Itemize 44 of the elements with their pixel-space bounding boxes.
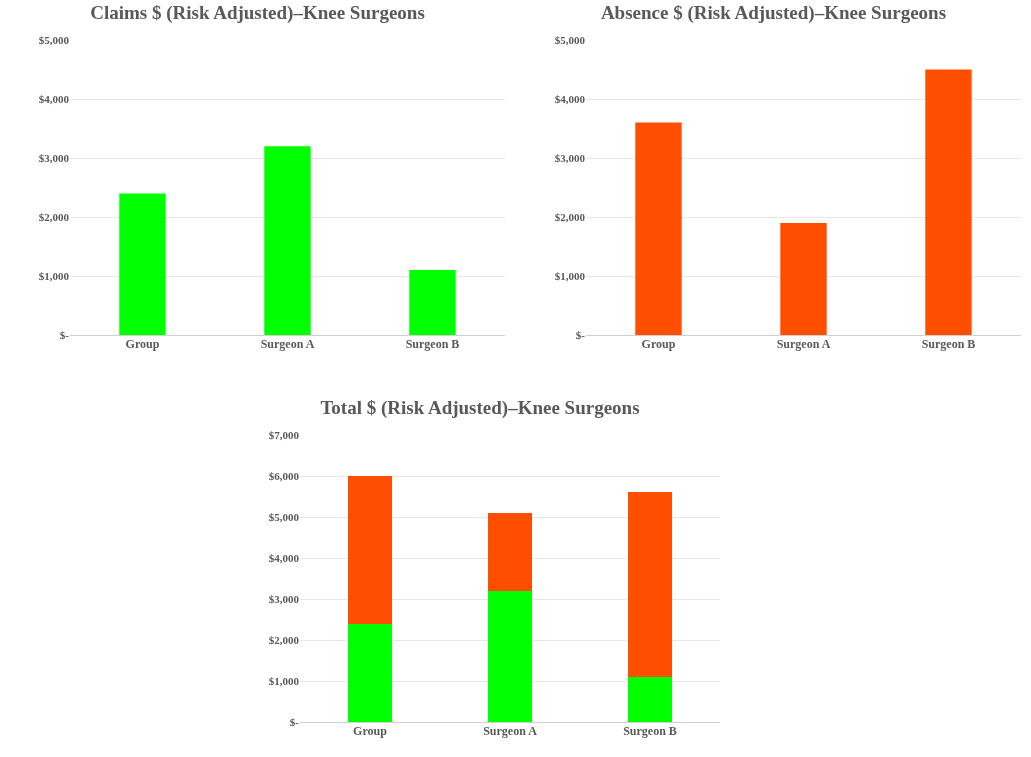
y-tick-label: $5,000: [38, 33, 70, 46]
y-tick-label: $1,000: [554, 269, 586, 282]
y-tick-label: $4,000: [554, 92, 586, 105]
y-tick-label: $3,000: [38, 151, 70, 164]
bar: [347, 623, 393, 722]
bar: [627, 492, 673, 677]
x-tick-label: Group: [353, 724, 388, 738]
y-tick-label: $2,000: [38, 210, 70, 223]
y-tick-label: $5,000: [268, 510, 300, 523]
y-tick-label: $4,000: [38, 92, 70, 105]
bar: [925, 69, 972, 335]
y-tick-label: $4,000: [268, 551, 300, 564]
x-tick-label: Group: [125, 337, 160, 351]
x-tick-label: Surgeon B: [405, 337, 460, 351]
bar: [264, 146, 311, 335]
chart-title: Absence $ (Risk Adjusted)–Knee Surgeons: [600, 1, 947, 24]
y-tick-label: $-: [59, 328, 70, 341]
bar: [119, 193, 166, 335]
y-tick-label: $1,000: [268, 674, 300, 687]
bar: [635, 122, 682, 335]
y-tick-label: $6,000: [268, 469, 300, 482]
bar: [780, 222, 827, 335]
y-tick-label: $-: [575, 328, 586, 341]
y-tick-label: $5,000: [554, 33, 586, 46]
y-tick-label: $7,000: [268, 428, 300, 441]
y-tick-label: $2,000: [554, 210, 586, 223]
x-tick-label: Surgeon A: [483, 724, 538, 738]
y-tick-label: $3,000: [268, 592, 300, 605]
bar: [409, 270, 456, 335]
y-tick-label: $-: [289, 715, 300, 728]
bar: [347, 476, 393, 624]
y-tick-label: $3,000: [554, 151, 586, 164]
bar: [627, 676, 673, 722]
bar: [487, 512, 533, 591]
chart-title: Total $ (Risk Adjusted)–Knee Surgeons: [320, 396, 640, 419]
x-tick-label: Surgeon A: [260, 337, 315, 351]
y-tick-label: $2,000: [268, 633, 300, 646]
x-tick-label: Surgeon A: [776, 337, 831, 351]
x-tick-label: Surgeon B: [921, 337, 976, 351]
chart-title: Claims $ (Risk Adjusted)–Knee Surgeons: [90, 1, 425, 24]
bar: [487, 590, 533, 722]
y-tick-label: $1,000: [38, 269, 70, 282]
x-tick-label: Group: [641, 337, 676, 351]
x-tick-label: Surgeon B: [623, 724, 677, 738]
